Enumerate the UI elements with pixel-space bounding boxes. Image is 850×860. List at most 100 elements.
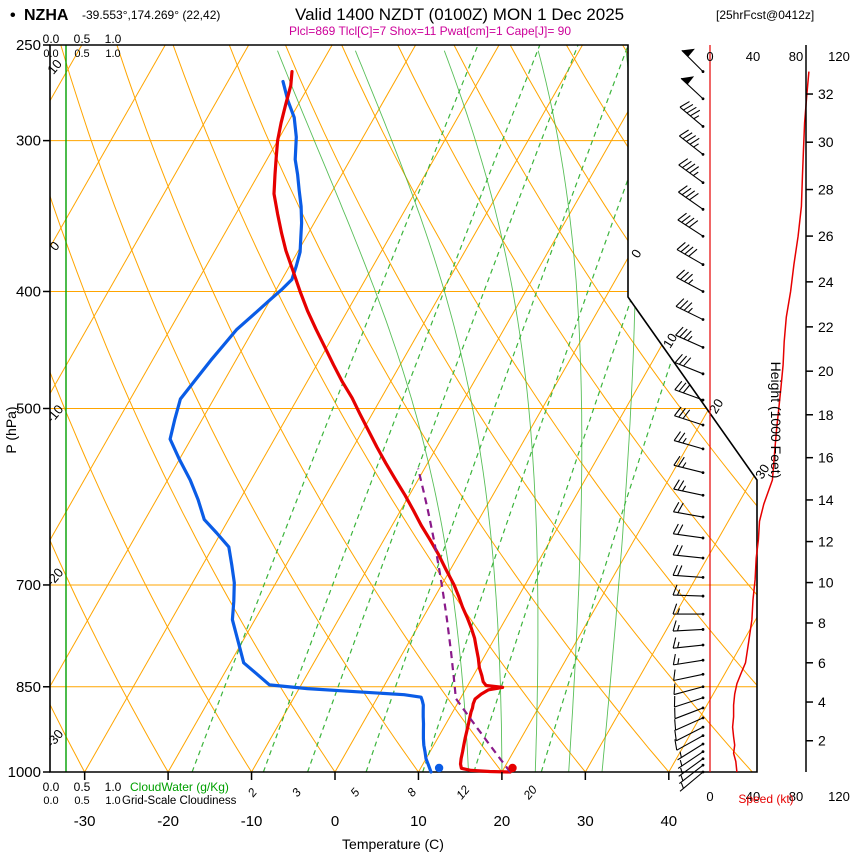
mixing-ratio-line xyxy=(422,45,678,772)
barb-feather-full xyxy=(676,269,685,278)
barb-feather-full xyxy=(676,241,686,250)
wind-barb xyxy=(674,353,705,376)
wind-barb xyxy=(673,455,705,474)
barb-feather-full xyxy=(672,653,676,665)
barb-feather-half xyxy=(677,641,680,648)
station-bullet: • xyxy=(10,7,16,24)
barb-feather-full xyxy=(679,101,690,108)
height-tick-label: 24 xyxy=(818,274,834,290)
stability-indices: Plcl=869 Tlcl[C]=7 Shox=11 Pwat[cm]=1 Ca… xyxy=(289,24,571,38)
cloudwater-scale-tick-top: 1.0 xyxy=(105,32,122,46)
barb-feather-full xyxy=(684,273,693,283)
barb-feather-full xyxy=(678,185,688,193)
height-tick-label: 14 xyxy=(818,492,834,508)
speed-tick-label-top: 120 xyxy=(828,49,850,64)
station-id: NZHA xyxy=(24,7,69,24)
barb-feather-full xyxy=(683,103,694,111)
wind-barb xyxy=(677,750,705,769)
barb-feather-full xyxy=(680,271,689,280)
mixing-ratio-line xyxy=(365,45,629,772)
barb-feather-full xyxy=(673,683,676,695)
moist-adiabat-line xyxy=(537,50,583,772)
barb-feather-half xyxy=(688,279,694,285)
barb-feather-full xyxy=(674,380,683,391)
wind-barb xyxy=(673,431,705,451)
height-tick-label: 22 xyxy=(818,319,834,335)
speed-tick-label-bottom: 0 xyxy=(706,789,713,804)
dry-adiabat-line xyxy=(0,45,1,772)
temp-tick-label: 0 xyxy=(331,813,339,830)
barb-feather-half xyxy=(679,759,683,767)
moist-adiabat-line xyxy=(354,50,503,772)
barb-feather-half xyxy=(687,307,693,313)
barb-feather-full xyxy=(672,637,677,649)
mixing-ratio-line xyxy=(540,45,757,772)
pressure-tick-label: 500 xyxy=(16,401,41,418)
dry-adiabat-line xyxy=(50,45,169,772)
pressure-axis-label: P (hPa) xyxy=(3,406,19,453)
speed-tick-label-top: 80 xyxy=(789,49,803,64)
surface-temperature-dot xyxy=(508,763,517,773)
speed-curve xyxy=(731,71,810,773)
barb-feather-full xyxy=(681,215,691,223)
barb-feather-full xyxy=(679,328,688,338)
isotherm-label: 20 xyxy=(706,396,726,416)
wind-barb xyxy=(673,669,705,682)
isotherm-line xyxy=(50,45,250,772)
isotherm-line xyxy=(418,45,757,772)
pressure-tick-label: 400 xyxy=(16,283,41,300)
mixing-ratio-line xyxy=(262,45,541,772)
mixing-ratio-label: 3 xyxy=(289,785,304,799)
wind-barb xyxy=(674,725,705,742)
barb-feather-half xyxy=(693,143,699,148)
cloudwater-scale-tick-bottom: 0.5 xyxy=(74,780,91,794)
sounding-curves xyxy=(168,70,517,774)
temp-tick-label: 20 xyxy=(494,813,511,830)
wind-barb xyxy=(680,76,705,101)
wind-barb xyxy=(678,757,705,777)
barb-shaft xyxy=(673,574,704,578)
barb-shaft xyxy=(673,554,704,559)
pressure-tick-label: 700 xyxy=(16,577,41,594)
barb-feather-full xyxy=(678,408,686,418)
barb-flag xyxy=(681,48,695,57)
speed-tick-label-top: 40 xyxy=(746,49,760,64)
wind-barb xyxy=(672,603,705,616)
dry-adiabat-line xyxy=(341,45,757,772)
mixing-ratio-label: 20 xyxy=(520,783,540,803)
cloudiness-scale-tick-bottom: 1.0 xyxy=(105,795,120,807)
barb-shaft xyxy=(672,594,704,597)
mixing-ratio-line xyxy=(191,45,479,772)
temp-tick-label: -30 xyxy=(74,813,96,830)
wind-barb xyxy=(681,48,705,73)
barb-feather-full xyxy=(675,326,684,336)
pressure-tick-label: 250 xyxy=(16,37,41,54)
barb-feather-half xyxy=(680,774,684,782)
barb-feather-full xyxy=(677,565,683,576)
barb-feather-half xyxy=(681,485,687,492)
wind-barb xyxy=(679,763,705,785)
wind-speed-panel xyxy=(709,45,810,773)
height-tick-label: 32 xyxy=(818,86,834,102)
barb-shaft xyxy=(676,726,704,742)
wind-barb xyxy=(672,544,705,560)
pressure-tick-label: 850 xyxy=(16,679,41,696)
height-tick-label: 2 xyxy=(818,733,826,749)
isotherm-line xyxy=(251,45,667,772)
barb-feather-full xyxy=(677,524,684,535)
wind-barb-column xyxy=(672,48,705,792)
forecast-lead: [25hrFcst@0412z] xyxy=(716,8,814,22)
wind-barb xyxy=(679,129,705,156)
barb-feather-full xyxy=(672,564,678,576)
barb-feather-half xyxy=(680,767,683,774)
barb-feather-full xyxy=(674,729,677,741)
wind-barb xyxy=(673,696,705,708)
barb-feather-full xyxy=(682,383,691,394)
moist-adiabat-line xyxy=(601,50,637,772)
moist-adiabat-line xyxy=(443,50,539,772)
dry-adiabat-line xyxy=(453,45,757,772)
mixing-ratio-label: 2 xyxy=(244,785,260,800)
barb-feather-full xyxy=(674,353,683,363)
wind-barb xyxy=(675,298,705,321)
